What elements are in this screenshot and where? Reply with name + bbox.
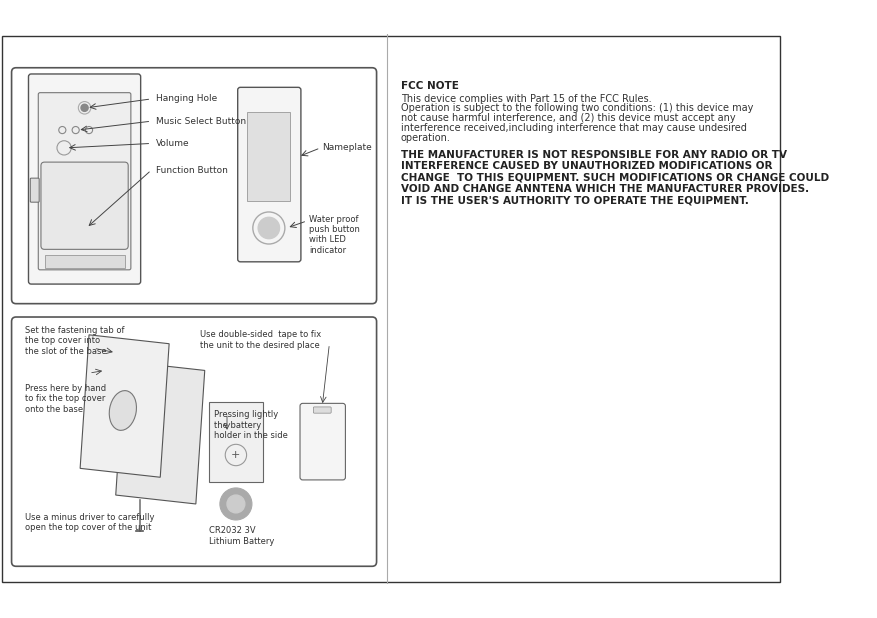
Text: interference received,including interference that may cause undesired: interference received,including interfer… — [400, 123, 745, 133]
Text: Press here by hand
to fix the top cover
onto the base: Press here by hand to fix the top cover … — [25, 384, 106, 413]
FancyBboxPatch shape — [41, 162, 128, 249]
FancyBboxPatch shape — [11, 68, 376, 303]
Text: Volume: Volume — [155, 139, 189, 148]
FancyBboxPatch shape — [209, 402, 262, 481]
Text: Pressing lightly
the battery
holder in the side: Pressing lightly the battery holder in t… — [213, 410, 287, 440]
Text: +: + — [231, 450, 240, 460]
Circle shape — [219, 488, 252, 520]
Text: CR2032 3V
Lithium Battery: CR2032 3V Lithium Battery — [209, 526, 275, 546]
Text: CHANGE  TO THIS EQUIPMENT. SUCH MODIFICATIONS OR CHANGE COULD: CHANGE TO THIS EQUIPMENT. SUCH MODIFICAT… — [400, 173, 828, 183]
Text: Use a minus driver to carefully
open the top cover of the unit: Use a minus driver to carefully open the… — [25, 513, 154, 532]
Text: INTERFERENCE CAUSED BY UNAUTHORIZED MODIFICATIONS OR: INTERFERENCE CAUSED BY UNAUTHORIZED MODI… — [400, 161, 771, 171]
FancyBboxPatch shape — [2, 36, 779, 582]
Circle shape — [81, 104, 88, 111]
Text: Operation is subject to the following two conditions: (1) this device may: Operation is subject to the following tw… — [400, 103, 752, 113]
FancyBboxPatch shape — [300, 404, 345, 480]
Text: FCC NOTE: FCC NOTE — [400, 81, 458, 91]
Text: Music Select Button: Music Select Button — [155, 117, 246, 125]
FancyBboxPatch shape — [238, 87, 301, 262]
Circle shape — [227, 495, 245, 513]
Text: Set the fastening tab of
the top cover into
the slot of the base: Set the fastening tab of the top cover i… — [25, 326, 125, 356]
FancyBboxPatch shape — [45, 255, 125, 268]
Text: Nameplate: Nameplate — [322, 143, 372, 153]
FancyBboxPatch shape — [39, 93, 131, 270]
Text: operation.: operation. — [400, 133, 450, 143]
Text: IT IS THE USER'S AUTHORITY TO OPERATE THE EQUIPMENT.: IT IS THE USER'S AUTHORITY TO OPERATE TH… — [400, 196, 747, 206]
Text: VOID AND CHANGE ANNTENA WHICH THE MANUFACTURER PROVIDES.: VOID AND CHANGE ANNTENA WHICH THE MANUFA… — [400, 184, 808, 195]
Ellipse shape — [109, 391, 136, 430]
FancyBboxPatch shape — [28, 74, 140, 284]
Text: THE MANUFACTURER IS NOT RESPONSIBLE FOR ANY RADIO OR TV: THE MANUFACTURER IS NOT RESPONSIBLE FOR … — [400, 150, 786, 159]
FancyBboxPatch shape — [247, 112, 290, 201]
Text: Water proof
push button
with LED
indicator: Water proof push button with LED indicat… — [309, 214, 360, 255]
Circle shape — [258, 218, 279, 239]
Text: This device complies with Part 15 of the FCC Rules.: This device complies with Part 15 of the… — [400, 93, 651, 104]
Polygon shape — [80, 335, 169, 477]
FancyBboxPatch shape — [11, 317, 376, 566]
Polygon shape — [116, 362, 204, 504]
FancyBboxPatch shape — [313, 407, 331, 413]
FancyBboxPatch shape — [30, 178, 39, 202]
Text: Function Button: Function Button — [155, 166, 227, 175]
Text: Use double-sided  tape to fix
the unit to the desired place: Use double-sided tape to fix the unit to… — [200, 331, 321, 350]
Text: not cause harmful interference, and (2) this device must accept any: not cause harmful interference, and (2) … — [400, 113, 734, 123]
Text: Hanging Hole: Hanging Hole — [155, 95, 217, 103]
